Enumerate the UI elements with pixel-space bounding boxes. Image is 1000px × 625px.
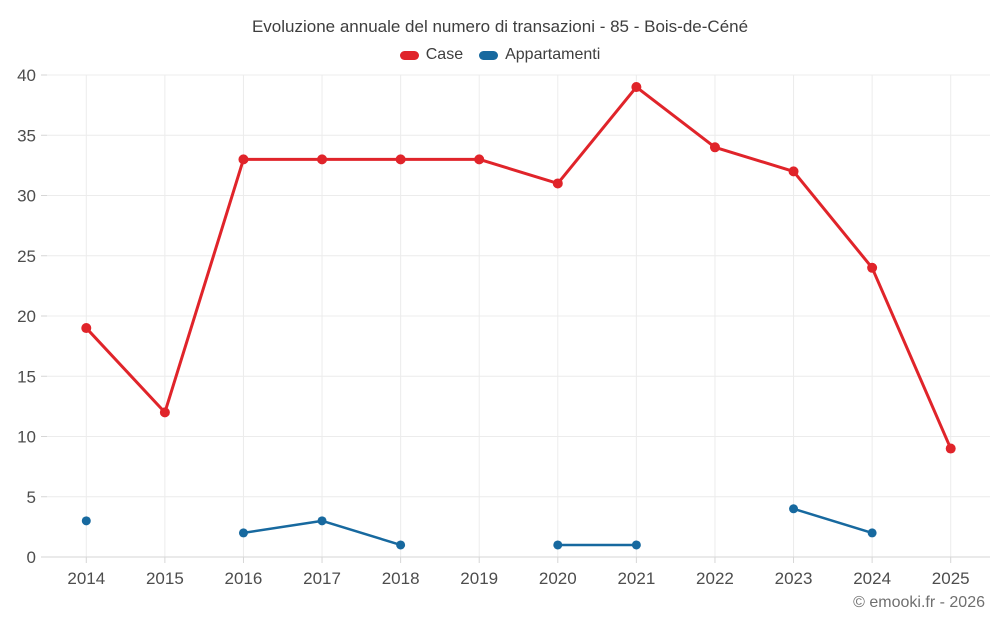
data-point-case-2016[interactable] bbox=[238, 154, 249, 165]
x-axis-label: 2020 bbox=[539, 569, 577, 588]
data-point-appartamenti-2020[interactable] bbox=[553, 540, 563, 550]
data-point-appartamenti-2023[interactable] bbox=[789, 504, 799, 514]
x-axis-label: 2016 bbox=[225, 569, 263, 588]
y-axis-label: 5 bbox=[27, 488, 36, 507]
y-axis-label: 25 bbox=[17, 247, 36, 266]
y-axis-label: 15 bbox=[17, 367, 36, 386]
y-axis-label: 0 bbox=[27, 548, 36, 567]
data-point-case-2020[interactable] bbox=[552, 178, 563, 189]
series-line-case bbox=[84, 85, 953, 451]
data-point-case-2017[interactable] bbox=[317, 154, 328, 165]
data-point-appartamenti-2017[interactable] bbox=[317, 516, 327, 526]
legend-item-appartamenti[interactable]: Appartamenti bbox=[479, 46, 600, 64]
data-point-case-2023[interactable] bbox=[788, 166, 799, 177]
y-axis-label: 10 bbox=[17, 428, 36, 447]
data-point-appartamenti-2014[interactable] bbox=[81, 516, 91, 526]
legend-label-appartamenti: Appartamenti bbox=[505, 46, 601, 63]
x-axis-label: 2014 bbox=[67, 569, 105, 588]
x-axis-label: 2015 bbox=[146, 569, 184, 588]
data-point-case-2025[interactable] bbox=[945, 443, 956, 454]
y-axis-label: 40 bbox=[17, 66, 36, 85]
data-point-appartamenti-2021[interactable] bbox=[631, 540, 641, 550]
x-axis-label: 2018 bbox=[382, 569, 420, 588]
y-axis-label: 35 bbox=[17, 126, 36, 145]
x-axis-label: 2021 bbox=[617, 569, 655, 588]
data-point-appartamenti-2016[interactable] bbox=[238, 528, 248, 538]
data-point-case-2018[interactable] bbox=[395, 154, 406, 165]
data-point-appartamenti-2024[interactable] bbox=[867, 528, 877, 538]
data-point-case-2015[interactable] bbox=[159, 407, 170, 418]
data-point-case-2019[interactable] bbox=[474, 154, 485, 165]
chart-title: Evoluzione annuale del numero di transaz… bbox=[251, 17, 749, 36]
data-point-case-2021[interactable] bbox=[631, 82, 642, 93]
data-point-case-2024[interactable] bbox=[867, 262, 878, 273]
y-axis-label: 20 bbox=[17, 307, 36, 326]
x-axis-label: 2022 bbox=[696, 569, 734, 588]
y-axis-label: 30 bbox=[17, 187, 36, 206]
data-point-case-2014[interactable] bbox=[81, 323, 92, 334]
data-point-case-2022[interactable] bbox=[709, 142, 720, 153]
legend-swatch-case bbox=[399, 50, 419, 60]
chart-legend: Case Appartamenti bbox=[0, 46, 1000, 64]
legend-swatch-appartamenti bbox=[479, 50, 499, 60]
x-axis-label: 2023 bbox=[775, 569, 813, 588]
x-axis-label: 2019 bbox=[460, 569, 498, 588]
footer-credit: © emooki.fr - 2026 bbox=[853, 594, 985, 611]
data-point-appartamenti-2018[interactable] bbox=[396, 540, 406, 550]
series-line-appartamenti bbox=[792, 507, 874, 535]
legend-label-case: Case bbox=[425, 46, 464, 63]
x-axis-label: 2017 bbox=[303, 569, 341, 588]
x-axis-label: 2025 bbox=[932, 569, 970, 588]
legend-item-case[interactable]: Case bbox=[399, 46, 464, 64]
x-axis-label: 2024 bbox=[853, 569, 891, 588]
